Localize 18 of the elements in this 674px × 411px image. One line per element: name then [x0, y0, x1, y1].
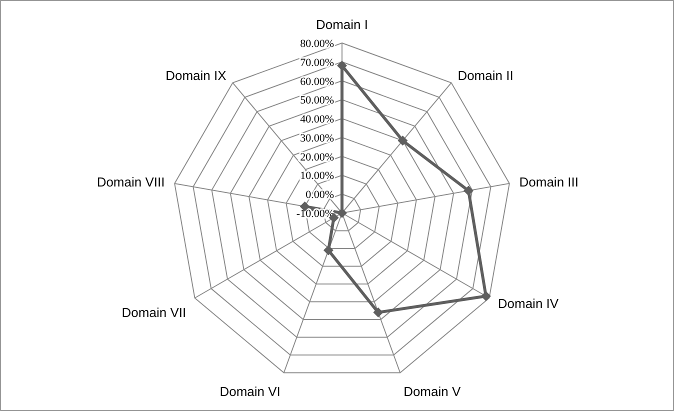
y-tick-label: 0.00% — [306, 189, 334, 202]
spoke-label: Domain VIII — [96, 174, 165, 190]
spoke-label: Domain IX — [166, 68, 227, 84]
spoke-label: Domain I — [316, 17, 368, 32]
spoke-label: Domain II — [458, 68, 514, 84]
y-tick-label: 80.00% — [300, 38, 334, 50]
spoke-label: Domain III — [519, 174, 579, 190]
y-tick-label: 40.00% — [300, 114, 334, 126]
y-tick-label: 10.00% — [300, 170, 334, 182]
y-tick-label: 70.00% — [300, 56, 334, 69]
y-tick-label: 30.00% — [300, 132, 334, 144]
y-tick-label: 60.00% — [300, 76, 334, 88]
y-tick-label: 50.00% — [300, 94, 334, 107]
spoke-label: Domain VI — [220, 384, 280, 400]
spoke-label: Domain IV — [498, 296, 559, 311]
y-tick-label: 20.00% — [300, 151, 334, 164]
spoke-label: Domain V — [404, 384, 461, 400]
spoke-label: Domain VII — [122, 305, 186, 320]
